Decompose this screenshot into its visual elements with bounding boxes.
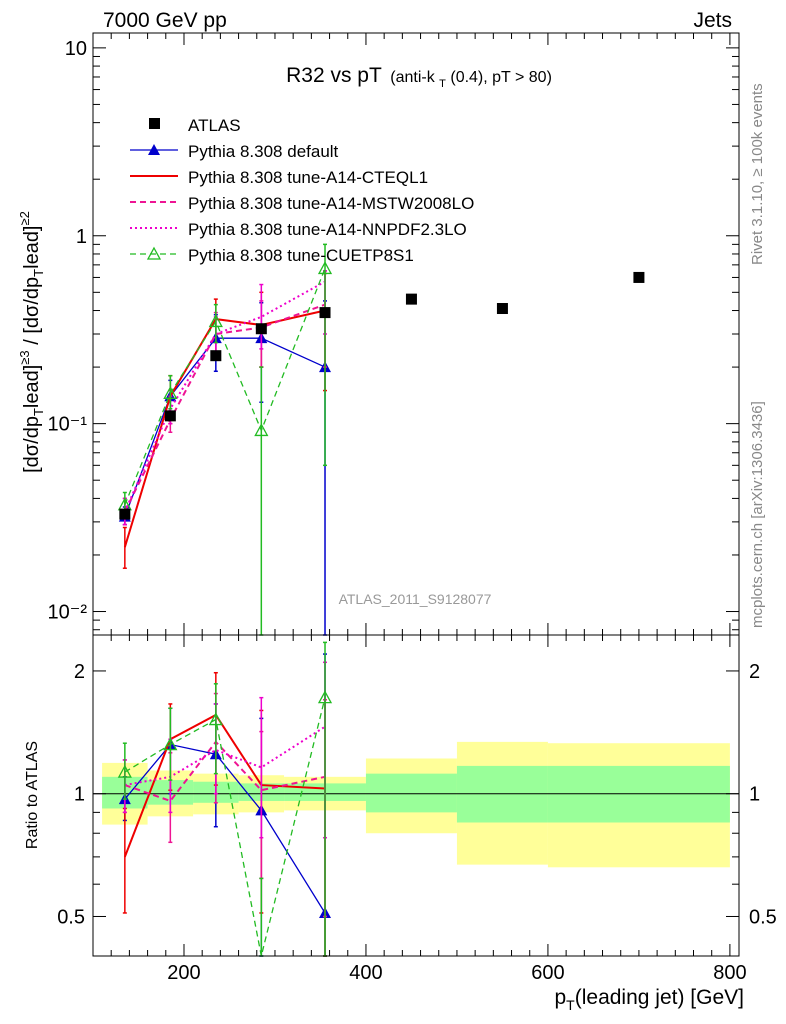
x-tick-label: 600 <box>531 962 564 984</box>
ratio-series-layer <box>117 641 333 957</box>
ratio-series-line <box>124 697 326 957</box>
header-right: Jets <box>693 9 732 32</box>
series-atlas <box>119 271 645 520</box>
series-pythia-8-308-tune-a14-mstw2008lo <box>122 270 328 526</box>
analysis-watermark: ATLAS_2011_S9128077 <box>339 591 492 607</box>
series-line <box>124 268 326 506</box>
y-tick-label: 10⁻² <box>48 602 88 624</box>
series-line <box>124 337 326 517</box>
plot-title-paren-sub: T <box>439 78 446 90</box>
ratio-series-pythia-8-308-tune-cuetp8s1 <box>117 641 333 957</box>
legend-label: Pythia 8.308 tune-A14-NNPDF2.3LO <box>188 220 467 239</box>
marker-triangle-open <box>317 690 333 704</box>
y-axis-label-ratio: Ratio to ATLAS <box>24 741 41 849</box>
y-tick-label: 1 <box>76 226 87 248</box>
legend-label: ATLAS <box>188 116 241 135</box>
data-point-square <box>319 307 331 319</box>
legend-label: Pythia 8.308 tune-CUETP8S1 <box>188 246 414 265</box>
series-pythia-8-308-tune-a14-nnpdf2-3lo <box>122 270 328 526</box>
plot-title-paren-a: (anti-k <box>390 69 435 86</box>
marker-triangle-open <box>163 737 178 751</box>
legend-entry: Pythia 8.308 tune-A14-NNPDF2.3LO <box>130 220 467 239</box>
legend-entry: Pythia 8.308 tune-CUETP8S1 <box>130 246 414 265</box>
marker-triangle-open <box>208 712 223 726</box>
legend: ATLAS Pythia 8.308 default Pythia 8.308 tu… <box>130 116 474 265</box>
x-tick-label: 200 <box>167 962 200 984</box>
marker-triangle-open <box>254 423 269 437</box>
main-series-layer <box>117 243 645 636</box>
ratio-y-tick-label: 1 <box>74 784 85 806</box>
ratio-plot-frame <box>92 634 740 957</box>
data-point-square <box>255 323 267 335</box>
plot-title-paren-b: (0.4), pT > 80) <box>450 69 552 86</box>
rivet-version-text: Rivet 3.1.10, ≥ 100k events <box>749 83 766 265</box>
legend-label: Pythia 8.308 tune-A14-MSTW2008LO <box>188 194 474 213</box>
mcplots-text: mcplots.cern.ch [arXiv:1306.3436] <box>749 401 766 628</box>
series-line <box>123 303 326 513</box>
data-point-square <box>164 410 176 422</box>
x-axis-label: pT(leading jet) [GeV] <box>554 986 744 1013</box>
ratio-y-tick-label: 2 <box>74 661 85 683</box>
data-point-square <box>405 293 417 305</box>
marker-triangle-open <box>146 246 162 260</box>
ratio-y-tick-label-right: 2 <box>749 661 760 683</box>
y-tick-label: 10⁻¹ <box>48 414 88 436</box>
marker-triangle <box>148 144 160 155</box>
plot-title: R32 vs pT (anti-k T (0.4), pT > 80) <box>286 64 552 91</box>
legend-marker-square <box>149 118 160 129</box>
marker-triangle-open <box>317 261 333 275</box>
series-pythia-8-308-tune-a14-cteql1 <box>122 272 328 569</box>
data-point-square <box>119 508 131 520</box>
data-point-square <box>496 303 508 315</box>
legend-entry: Pythia 8.308 default <box>130 142 339 161</box>
main-panel: 10⁻² 10⁻¹ 1 10 ATLAS_2011_S9128077 ATLAS Pyt… <box>48 32 740 636</box>
x-tick-label: 800 <box>713 962 746 984</box>
series-pythia-8-308-default <box>118 300 332 636</box>
marker-triangle-open <box>208 314 223 328</box>
ratio-axis-ticks: 200 400 600 800 0.5 0.5 1 1 2 2 <box>57 635 777 984</box>
plot-title-main: R32 vs pT <box>286 64 382 87</box>
ratio-y-tick-label: 0.5 <box>57 906 85 928</box>
legend-entry: Pythia 8.308 tune-A14-MSTW2008LO <box>130 194 474 213</box>
x-tick-label: 400 <box>349 962 382 984</box>
ratio-uncertainty-bands <box>93 741 739 868</box>
header-left: 7000 GeV pp <box>103 9 227 32</box>
ratio-y-tick-label-right: 1 <box>749 784 760 806</box>
data-point-square <box>633 271 645 283</box>
legend-entry: Pythia 8.308 tune-A14-CTEQL1 <box>130 168 428 187</box>
ratio-y-tick-label-right: 0.5 <box>749 906 777 928</box>
ratio-band-green <box>365 773 457 813</box>
ratio-series-line <box>124 725 326 787</box>
ratio-series-line <box>124 743 326 914</box>
marker-triangle-open <box>163 385 178 399</box>
ratio-panel: 200 400 600 800 0.5 0.5 1 1 2 2 <box>57 634 777 984</box>
marker-triangle-open <box>117 764 132 778</box>
series-pythia-8-308-tune-cuetp8s1 <box>117 243 333 636</box>
y-tick-label: 10 <box>65 38 87 60</box>
legend-entry: ATLAS <box>149 116 241 135</box>
main-axis-ticks: 10⁻² 10⁻¹ 1 10 <box>48 33 739 635</box>
y-axis-label-main: [dσ/dpTlead]≥3 / [dσ/dpTlead]≥2 <box>17 211 46 473</box>
data-point-square <box>210 350 222 362</box>
legend-label: Pythia 8.308 tune-A14-CTEQL1 <box>188 168 428 187</box>
legend-label: Pythia 8.308 default <box>188 142 339 161</box>
